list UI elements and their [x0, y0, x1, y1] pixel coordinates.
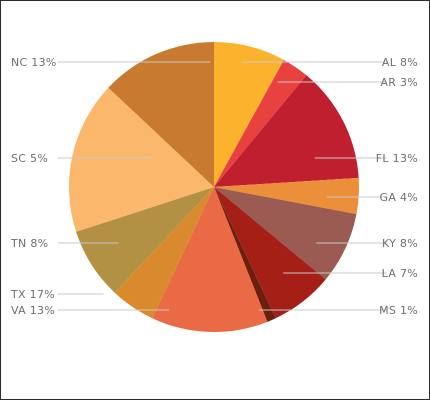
slice-label-tx: TX 17%	[10, 288, 55, 301]
slice-label-ar: AR 3%	[380, 76, 418, 89]
slice-label-nc: NC 13%	[11, 56, 57, 69]
slice-sc	[114, 187, 214, 319]
slice-ar	[214, 59, 307, 187]
slice-ga	[214, 177, 359, 215]
slice-label-ky: KY 8%	[382, 237, 418, 250]
pie-slices	[69, 42, 359, 333]
slice-label-ms: MS 1%	[379, 304, 418, 317]
slice-ky	[214, 187, 357, 280]
slice-va	[108, 42, 214, 187]
slice-labels: AL 8% AR 3% FL 13% GA 4% KY 8% LA 7% MS 1% NC 1…	[10, 56, 418, 317]
leader-lines	[58, 61, 387, 311]
slice-label-sc: SC 5%	[11, 152, 48, 165]
slice-tn	[76, 187, 214, 293]
slice-label-ga: GA 4%	[380, 191, 419, 204]
slice-tx	[69, 87, 215, 232]
slice-al	[214, 42, 284, 187]
slice-ms	[214, 187, 276, 322]
slice-fl	[214, 75, 359, 187]
slice-label-al: AL 8%	[382, 56, 418, 69]
slice-label-tn: TN 8%	[10, 237, 48, 250]
slice-label-va: VA 13%	[11, 304, 55, 317]
slice-label-fl: FL 13%	[376, 152, 418, 165]
slice-nc	[152, 187, 268, 333]
slice-la	[214, 187, 326, 319]
slice-label-la: LA 7%	[382, 267, 418, 280]
